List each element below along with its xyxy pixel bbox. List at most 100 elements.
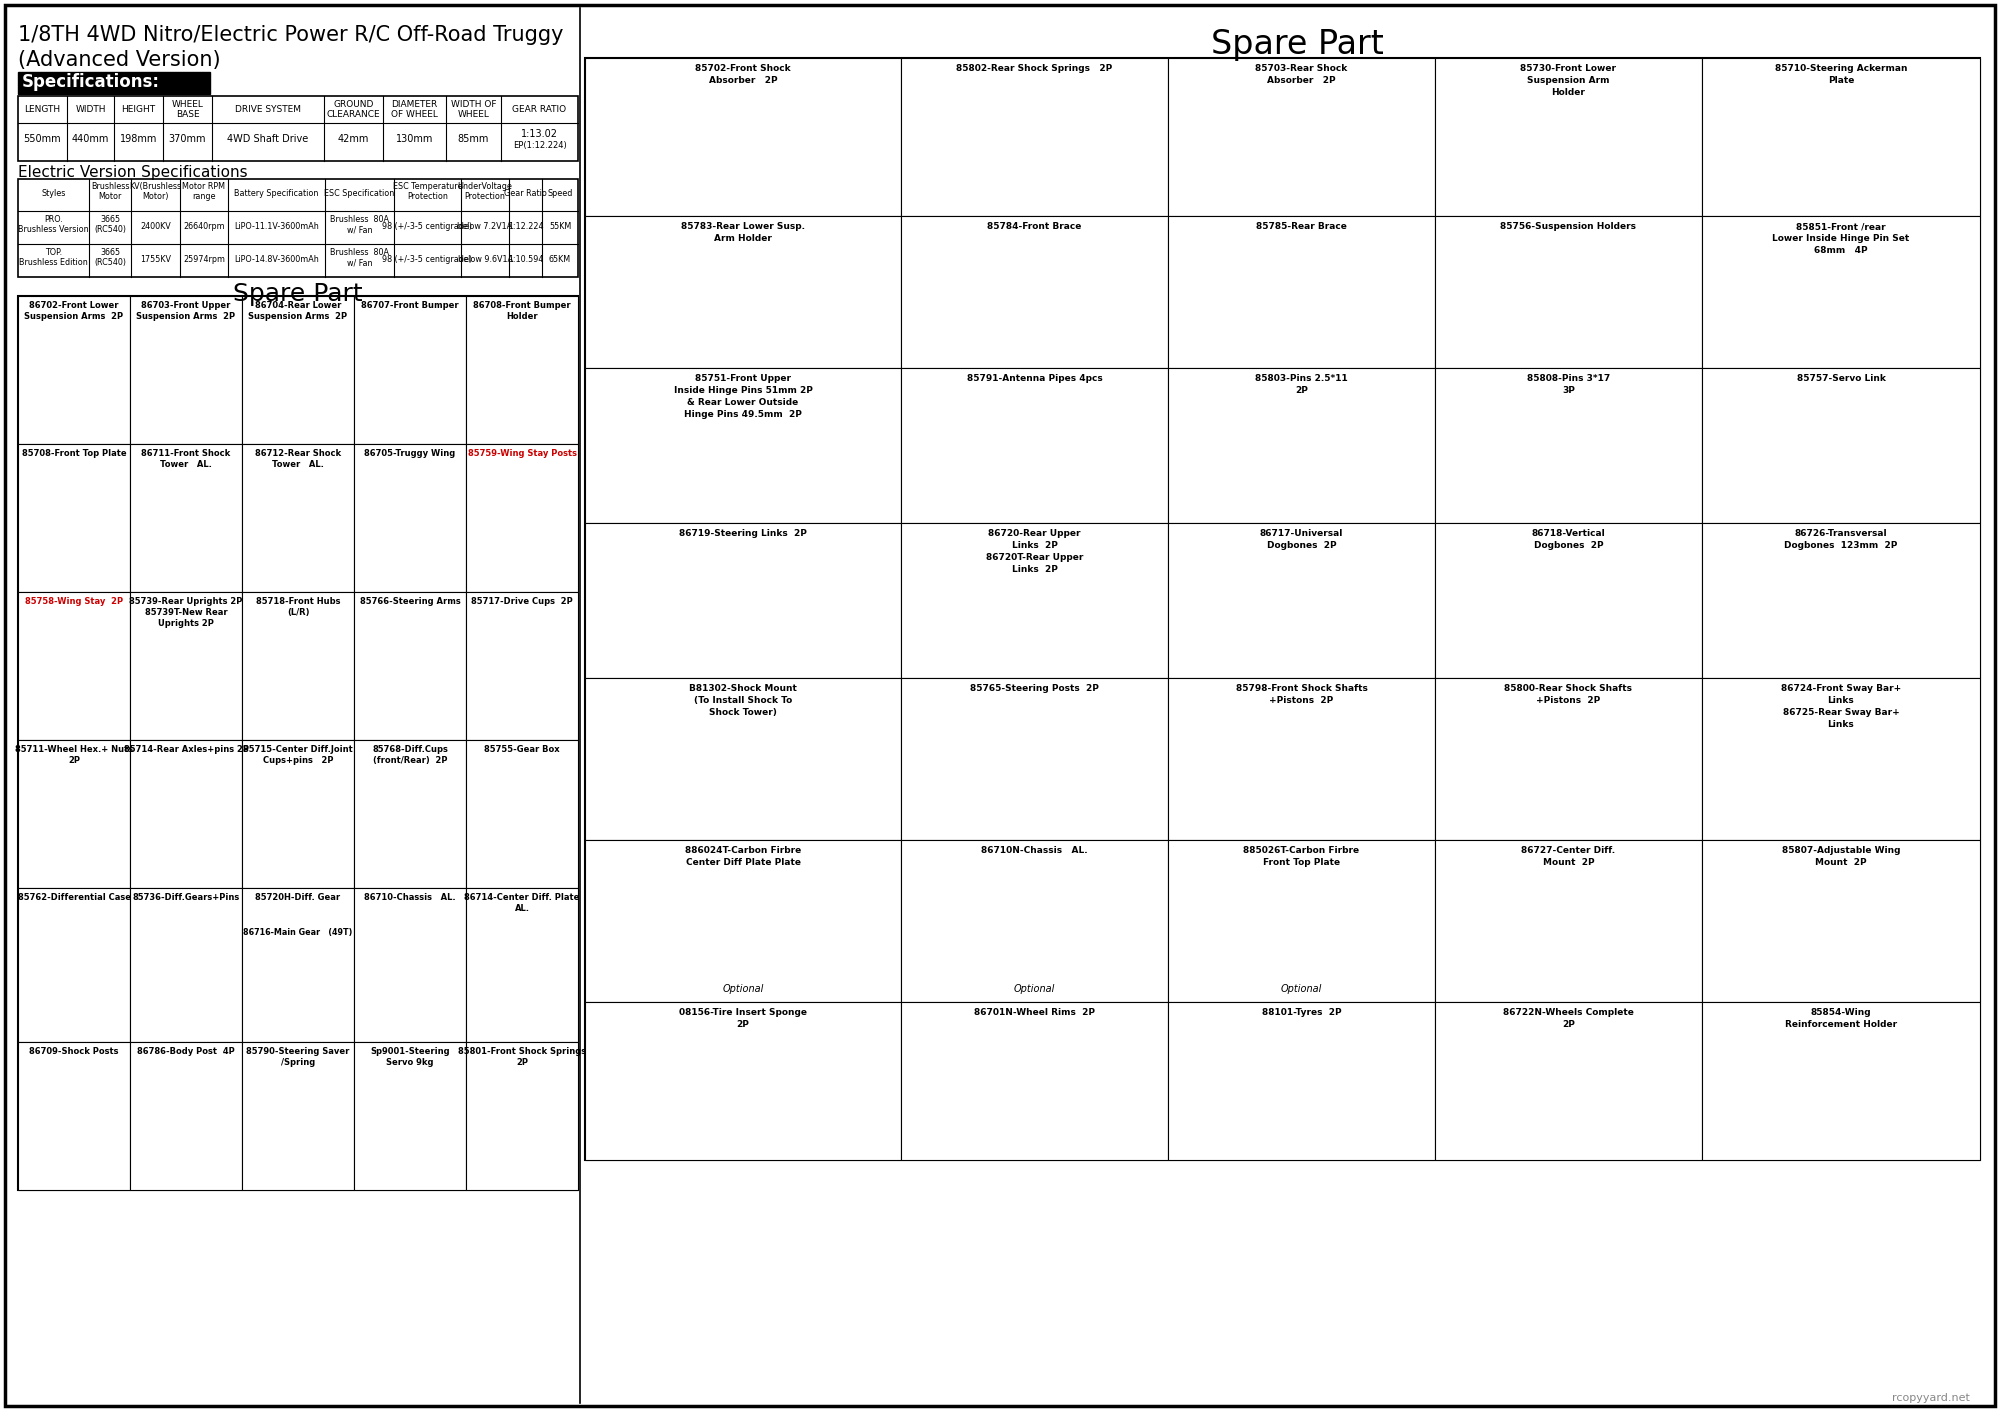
Text: Shock Tower): Shock Tower) — [710, 708, 776, 717]
Text: 86726-Transversal: 86726-Transversal — [1794, 529, 1888, 538]
Text: (RC540): (RC540) — [94, 224, 126, 234]
Text: (RC540): (RC540) — [94, 258, 126, 267]
Text: 86710-Chassis   AL.: 86710-Chassis AL. — [364, 893, 456, 902]
Text: Suspension Arms  2P: Suspension Arms 2P — [24, 312, 124, 320]
Text: /Spring: /Spring — [280, 1058, 316, 1067]
Bar — [130, 296, 242, 444]
Text: 86703-Front Upper: 86703-Front Upper — [142, 301, 230, 310]
Text: 1/8TH 4WD Nitro/Electric Power R/C Off-Road Truggy: 1/8TH 4WD Nitro/Electric Power R/C Off-R… — [18, 25, 564, 45]
Bar — [242, 888, 354, 1041]
Text: AL.: AL. — [514, 904, 530, 913]
Text: 86714-Center Diff. Plate: 86714-Center Diff. Plate — [464, 893, 580, 902]
Bar — [1168, 368, 1436, 523]
Text: B81302-Shock Mount: B81302-Shock Mount — [690, 684, 796, 693]
Text: 08156-Tire Insert Sponge: 08156-Tire Insert Sponge — [680, 1007, 808, 1017]
Text: Links  2P: Links 2P — [1012, 564, 1058, 574]
Text: Electric Version Specifications: Electric Version Specifications — [18, 165, 248, 181]
Bar — [130, 1041, 242, 1189]
Text: 85785-Rear Brace: 85785-Rear Brace — [1256, 222, 1346, 231]
Text: TOP.: TOP. — [44, 248, 62, 257]
Text: WHEEL: WHEEL — [458, 110, 490, 119]
Text: Brushless: Brushless — [90, 182, 130, 190]
Text: Suspension Arms  2P: Suspension Arms 2P — [136, 312, 236, 320]
Bar — [1436, 523, 1702, 679]
Bar — [354, 739, 466, 888]
Text: 85807-Adjustable Wing: 85807-Adjustable Wing — [1782, 847, 1900, 855]
Text: (Advanced Version): (Advanced Version) — [18, 49, 220, 71]
Bar — [1702, 1002, 1980, 1160]
Bar — [466, 739, 578, 888]
Bar — [130, 593, 242, 739]
Text: 26640rpm: 26640rpm — [184, 222, 224, 231]
Bar — [354, 444, 466, 593]
Text: 2P: 2P — [1296, 387, 1308, 395]
Text: HEIGHT: HEIGHT — [122, 104, 156, 114]
Text: below 7.2V1A: below 7.2V1A — [458, 222, 512, 231]
Bar — [1168, 216, 1436, 368]
Text: GEAR RATIO: GEAR RATIO — [512, 104, 566, 114]
Text: Gear Ratio: Gear Ratio — [504, 189, 546, 198]
Bar — [1436, 679, 1702, 840]
Text: Arm Holder: Arm Holder — [714, 234, 772, 243]
Text: Mount  2P: Mount 2P — [1542, 858, 1594, 866]
Text: 98 (+/-3-5 centigrade): 98 (+/-3-5 centigrade) — [382, 255, 472, 264]
Text: 86720-Rear Upper: 86720-Rear Upper — [988, 529, 1080, 538]
Text: 68mm   4P: 68mm 4P — [1814, 246, 1868, 255]
Text: Spare Part: Spare Part — [234, 282, 362, 306]
Text: 85717-Drive Cups  2P: 85717-Drive Cups 2P — [472, 597, 572, 605]
Bar — [18, 296, 130, 444]
Text: 86716-Main Gear   (49T): 86716-Main Gear (49T) — [244, 928, 352, 937]
Text: 1:13.02: 1:13.02 — [520, 128, 558, 140]
Text: Brushless Edition: Brushless Edition — [20, 258, 88, 267]
Text: 85710-Steering Ackerman: 85710-Steering Ackerman — [1774, 63, 1908, 73]
Bar — [584, 840, 900, 1002]
Text: KV(Brushless: KV(Brushless — [130, 182, 182, 190]
Text: 86727-Center Diff.: 86727-Center Diff. — [1522, 847, 1616, 855]
Text: Sp9001-Steering: Sp9001-Steering — [370, 1047, 450, 1055]
Text: 85739T-New Rear: 85739T-New Rear — [144, 608, 228, 617]
Bar — [1168, 523, 1436, 679]
Text: 2P: 2P — [1562, 1020, 1574, 1029]
Text: 86720T-Rear Upper: 86720T-Rear Upper — [986, 553, 1084, 562]
Bar — [354, 1041, 466, 1189]
Bar — [466, 296, 578, 444]
Text: Brushless Version: Brushless Version — [18, 224, 88, 234]
Text: (To Install Shock To: (To Install Shock To — [694, 696, 792, 706]
Text: Protection: Protection — [464, 192, 506, 200]
Text: Uprights 2P: Uprights 2P — [158, 619, 214, 628]
Text: Dogbones  123mm  2P: Dogbones 123mm 2P — [1784, 540, 1898, 550]
Text: Motor RPM: Motor RPM — [182, 182, 226, 190]
Bar — [130, 888, 242, 1041]
Text: Links: Links — [1828, 720, 1854, 729]
Bar — [900, 1002, 1168, 1160]
Bar — [18, 593, 130, 739]
Bar — [18, 179, 578, 277]
Text: 85736-Diff.Gears+Pins: 85736-Diff.Gears+Pins — [132, 893, 240, 902]
Bar — [584, 523, 900, 679]
Bar — [1436, 840, 1702, 1002]
Text: Styles: Styles — [42, 189, 66, 198]
Text: 86725-Rear Sway Bar+: 86725-Rear Sway Bar+ — [1782, 708, 1900, 717]
Bar — [1702, 523, 1980, 679]
Text: 85755-Gear Box: 85755-Gear Box — [484, 745, 560, 753]
Text: 440mm: 440mm — [72, 134, 110, 144]
Text: (L/R): (L/R) — [286, 608, 310, 617]
Text: Inside Hinge Pins 51mm 2P: Inside Hinge Pins 51mm 2P — [674, 387, 812, 395]
Text: 85702-Front Shock: 85702-Front Shock — [696, 63, 790, 73]
Text: Plate: Plate — [1828, 76, 1854, 85]
Bar — [1436, 58, 1702, 216]
Text: 3P: 3P — [1562, 387, 1574, 395]
Bar — [1702, 679, 1980, 840]
Text: Mount  2P: Mount 2P — [1816, 858, 1866, 866]
Bar — [1702, 216, 1980, 368]
Text: 130mm: 130mm — [396, 134, 434, 144]
Text: 3665: 3665 — [100, 214, 120, 224]
Text: 86786-Body Post  4P: 86786-Body Post 4P — [138, 1047, 234, 1055]
Text: 2P: 2P — [516, 1058, 528, 1067]
Text: 85798-Front Shock Shafts: 85798-Front Shock Shafts — [1236, 684, 1368, 693]
Text: 85801-Front Shock Springs: 85801-Front Shock Springs — [458, 1047, 586, 1055]
Text: 98 (+/-3-5 centigrade): 98 (+/-3-5 centigrade) — [382, 222, 472, 231]
Text: Hinge Pins 49.5mm  2P: Hinge Pins 49.5mm 2P — [684, 411, 802, 419]
Text: 86722N-Wheels Complete: 86722N-Wheels Complete — [1504, 1007, 1634, 1017]
Bar — [18, 72, 210, 95]
